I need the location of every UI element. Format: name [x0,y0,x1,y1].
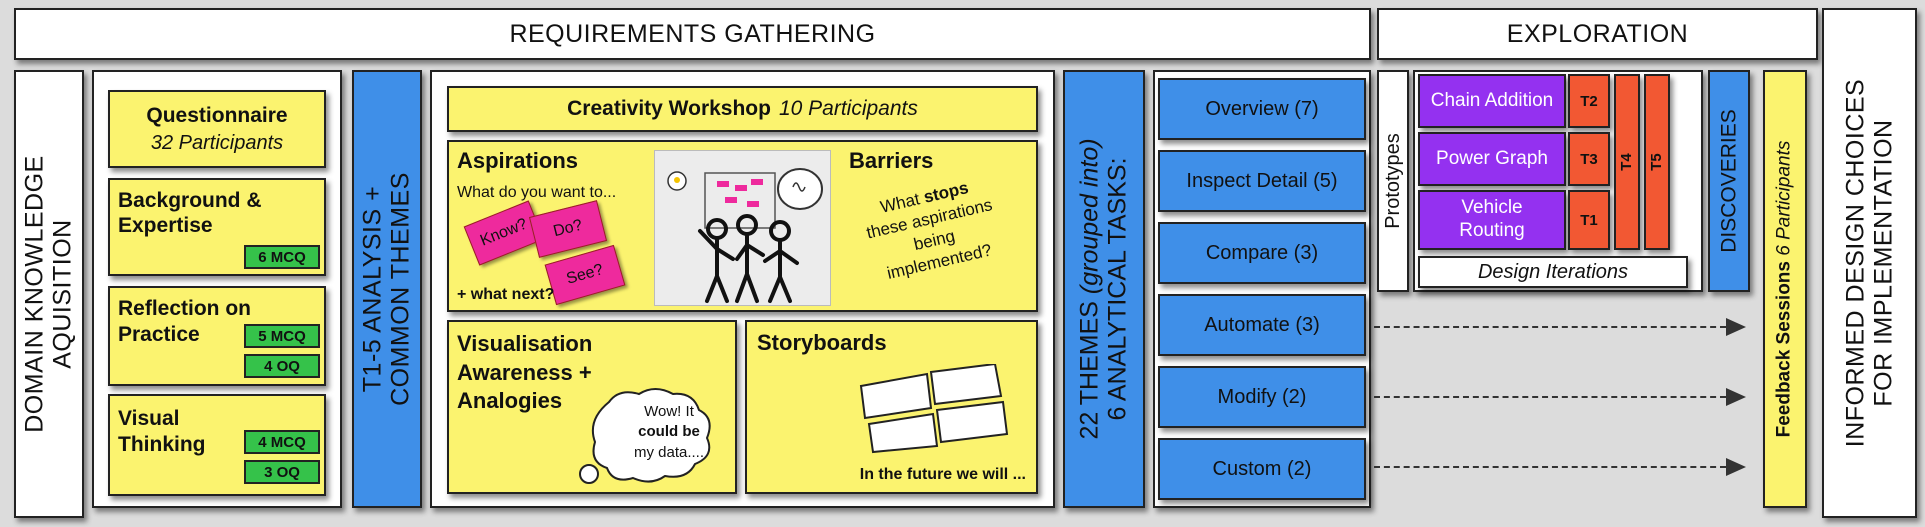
analysis-panel: T1-5 ANALYSIS + COMMON THEMES [352,70,422,508]
analysis-line-2: COMMON THEMES [386,172,414,406]
barriers-title: Barriers [849,148,934,173]
background-expertise-title: Background & Expertise [118,189,262,238]
domain-line-1: DOMAIN KNOWLEDGE [20,155,49,433]
themes-count: 22 THEMES [1075,301,1104,440]
task-overview: Overview (7) [1158,78,1366,140]
informed-design-choices-panel: INFORMED DESIGN CHOICES FOR IMPLEMENTATI… [1822,8,1917,518]
analysis-line-1: T1-5 ANALYSIS + [358,185,387,393]
background-mcq-tag: 6 MCQ [244,245,320,269]
themes-grouped: (grouped into) [1075,138,1104,295]
feedback-participants: 6 Participants [1773,140,1795,256]
themes-tasks: 6 ANALYTICAL TASKS: [1103,157,1131,421]
visual-oq-tag: 3 OQ [244,460,320,484]
task-tag-t3: T3 [1568,132,1610,186]
visualisation-title: Visualisation Awareness + Analogies [457,331,593,414]
prototypes-label-box: Prototypes [1377,70,1409,292]
task-automate: Automate (3) [1158,294,1366,356]
domain-line-2: AQUISITION [48,219,76,369]
thought-bubble-text: Wow! It could be my data.... [633,403,705,461]
requirements-gathering-header: REQUIREMENTS GATHERING [14,8,1371,60]
storyboards-caption: In the future we will ... [859,466,1026,483]
prototype-power-graph: Power Graph [1418,132,1566,186]
prototype-vehicle-routing: Vehicle Routing [1418,190,1566,250]
aspirations-next: + what next? [457,286,555,303]
arrow-automate-head [1726,318,1746,336]
task-modify: Modify (2) [1158,366,1366,428]
themes-panel: 22 THEMES (grouped into) 6 ANALYTICAL TA… [1063,70,1145,508]
thought-bubble-icon [579,388,711,484]
storyboards-box: Storyboards In the future we will ... [745,320,1038,494]
task-tag-t2: T2 [1568,74,1610,128]
reflection-practice-box: Reflection on Practice 5 MCQ 4 OQ [108,286,326,386]
aspirations-title: Aspirations [457,148,579,173]
task-compare: Compare (3) [1158,222,1366,284]
visual-mcq-tag: 4 MCQ [244,430,320,454]
domain-knowledge-panel: DOMAIN KNOWLEDGE AQUISITION [14,70,84,518]
informed-line-1: INFORMED DESIGN CHOICES [1841,78,1869,448]
exploration-header: EXPLORATION [1377,8,1818,60]
task-tag-t5: T5 [1644,74,1670,250]
arrow-automate [1374,326,1726,328]
storyboards-title: Storyboards [757,330,887,355]
reflection-practice-title: Reflection on Practice [118,297,252,347]
design-iterations-label: Design Iterations [1418,256,1688,288]
aspirations-question: What do you want to... [457,184,617,201]
storyboard-frames-icon [859,364,1009,454]
task-tag-t4: T4 [1614,74,1640,250]
questionnaire-participants: 32 Participants [150,131,284,154]
visualisation-awareness-box: Visualisation Awareness + Analogies Wow!… [447,320,737,494]
task-custom: Custom (2) [1158,438,1366,500]
workshop-title-box: Creativity Workshop 10 Participants [447,86,1038,132]
sticky-see: See? [544,244,626,306]
people-sketch-icon [667,168,823,303]
visual-thinking-box: Visual Thinking 4 MCQ 3 OQ [108,394,326,496]
workshop-sketch-image [654,150,831,306]
feedback-title: Feedback Sessions [1773,261,1795,438]
reflection-mcq-tag: 5 MCQ [244,324,320,348]
feedback-sessions-panel: Feedback Sessions 6 Participants [1763,70,1807,508]
reflection-oq-tag: 4 OQ [244,354,320,378]
background-expertise-box: Background & Expertise 6 MCQ [108,178,326,276]
visual-thinking-title: Visual Thinking [118,407,206,457]
aspirations-barriers-box: Aspirations What do you want to... Know?… [447,140,1038,312]
arrow-custom-head [1726,458,1746,476]
informed-line-2: FOR IMPLEMENTATION [1868,119,1897,407]
barriers-question: What stops these aspirations being imple… [864,178,995,284]
workshop-title: Creativity Workshop [567,97,771,120]
arrow-modify [1374,396,1726,398]
questionnaire-title-box: Questionnaire 32 Participants [108,90,326,168]
task-inspect-detail: Inspect Detail (5) [1158,150,1366,212]
workshop-participants: 10 Participants [778,97,918,120]
tasks-panel [1153,70,1371,508]
arrow-modify-head [1726,388,1746,406]
task-tag-t1: T1 [1568,190,1610,250]
prototype-chain-addition: Chain Addition [1418,74,1566,128]
discoveries-panel: DISCOVERIES [1708,70,1750,292]
arrow-custom [1374,466,1726,468]
questionnaire-title: Questionnaire [146,103,288,127]
